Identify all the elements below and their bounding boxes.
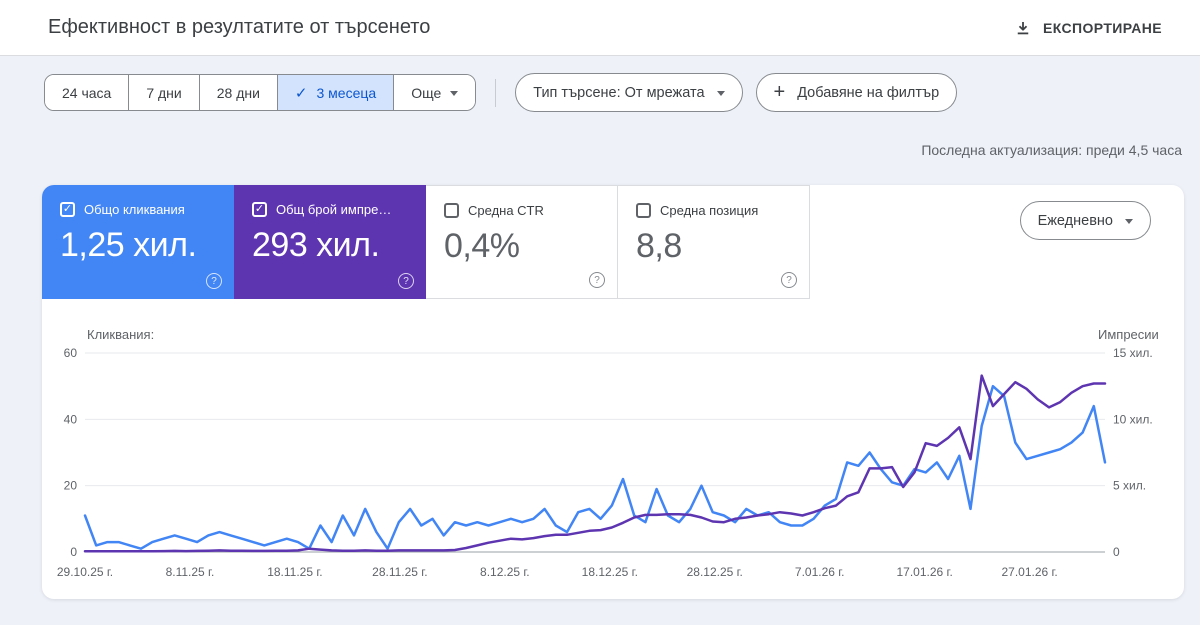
right-axis-tick: 10 хил. [1113,412,1153,426]
x-axis-tick: 8.12.25 г. [480,565,530,579]
page-header: Ефективност в резултатите от търсенето Е… [0,0,1200,56]
metric-value: 1,25 хил. [60,226,197,264]
help-icon[interactable]: ? [589,272,605,288]
left-axis-tick: 40 [64,412,78,426]
chip-3-months[interactable]: ✓ 3 месеца [277,75,395,110]
chip-label: 3 месеца [316,84,377,101]
metric-tile-total-impressions[interactable]: ✓ Общ брой импре… 293 хил. ? [234,185,426,299]
chip-label: Още [411,84,442,101]
chip-more[interactable]: Още [394,75,476,110]
left-axis-tick: 60 [64,346,78,360]
metric-label: Средна позиция [660,203,759,218]
chevron-down-icon [1125,219,1133,224]
export-button[interactable]: ЕКСПОРТИРАНЕ [1014,19,1162,37]
x-axis-tick: 18.12.25 г. [582,565,638,579]
x-axis-tick: 17.01.26 г. [897,565,953,579]
checkbox-icon[interactable]: ✓ [444,203,459,218]
x-axis-tick: 28.11.25 г. [372,565,427,579]
right-axis-title: Импресии [1098,327,1159,342]
chip-28-days[interactable]: 28 дни [199,75,278,110]
metric-value: 0,4% [444,227,520,265]
date-range-chip-group: 24 часа 7 дни 28 дни ✓ 3 месеца Още [44,74,477,111]
chevron-down-icon [450,91,459,96]
divider [495,78,497,107]
right-axis-tick: 5 хил. [1113,479,1146,493]
metric-tiles: ✓ Общо кликвания 1,25 хил. ? ✓ Общ брой … [42,185,1184,299]
help-icon[interactable]: ? [781,272,797,288]
download-icon [1014,19,1032,37]
x-axis-tick: 18.11.25 г. [267,565,322,579]
last-updated: Последна актуализация: преди 4,5 часа [921,142,1182,158]
metric-value: 8,8 [636,227,682,265]
series-line-impressions [83,374,1107,553]
help-icon[interactable]: ? [206,273,222,289]
search-type-label: Тип търсене: От мрежата [533,84,705,101]
metric-label: Общ брой импре… [276,202,392,217]
add-filter-label: Добавяне на филтър [797,84,940,101]
export-label: ЕКСПОРТИРАНЕ [1043,19,1162,36]
x-axis-tick: 7.01.26 г. [795,565,845,579]
plus-icon: + [773,80,786,103]
performance-chart-svg: Кликвания: Импресии 0 0 20 5 хил. 40 10 хил. 60 1… [57,327,1159,579]
metric-tile-total-clicks[interactable]: ✓ Общо кликвания 1,25 хил. ? [42,185,234,299]
checkbox-icon[interactable]: ✓ [60,202,75,217]
metric-tile-average-position[interactable]: ✓ Средна позиция 8,8 ? [618,185,810,299]
page-title: Ефективност в резултатите от търсенето [48,16,431,38]
chip-7-days[interactable]: 7 дни [129,75,200,110]
right-axis-tick: 15 хил. [1113,346,1153,360]
checkbox-icon[interactable]: ✓ [636,203,651,218]
chip-label: 28 дни [216,84,260,101]
x-axis-tick: 27.01.26 г. [1001,565,1057,579]
metric-value: 293 хил. [252,226,380,264]
chip-label: 24 часа [62,84,112,101]
chip-24-hours[interactable]: 24 часа [45,75,130,110]
x-axis-tick: 8.11.25 г. [166,565,215,579]
metric-label: Общо кликвания [84,202,185,217]
x-axis-tick: 29.10.25 г. [57,565,113,579]
performance-card: ✓ Общо кликвания 1,25 хил. ? ✓ Общ брой … [42,185,1184,599]
metric-tile-average-ctr[interactable]: ✓ Средна CTR 0,4% ? [426,185,618,299]
chip-label: 7 дни [146,84,182,101]
series-line-clicks [83,384,1107,550]
chevron-down-icon [716,91,725,96]
search-type-filter[interactable]: Тип търсене: От мрежата [515,73,743,112]
checkbox-icon[interactable]: ✓ [252,202,267,217]
left-axis-tick: 20 [64,479,78,493]
left-axis-tick: 0 [70,545,77,559]
filter-bar: 24 часа 7 дни 28 дни ✓ 3 месеца Още Тип … [44,73,1200,112]
metric-label: Средна CTR [468,203,544,218]
x-axis-tick: 28.12.25 г. [687,565,743,579]
check-icon: ✓ [294,84,308,102]
left-axis-title: Кликвания: [87,327,154,342]
granularity-dropdown[interactable]: Ежедневно [1019,201,1151,240]
help-icon[interactable]: ? [398,273,414,289]
right-axis-tick: 0 [1113,545,1120,559]
add-filter-button[interactable]: + Добавяне на филтър [755,73,958,112]
granularity-label: Ежедневно [1037,212,1113,229]
